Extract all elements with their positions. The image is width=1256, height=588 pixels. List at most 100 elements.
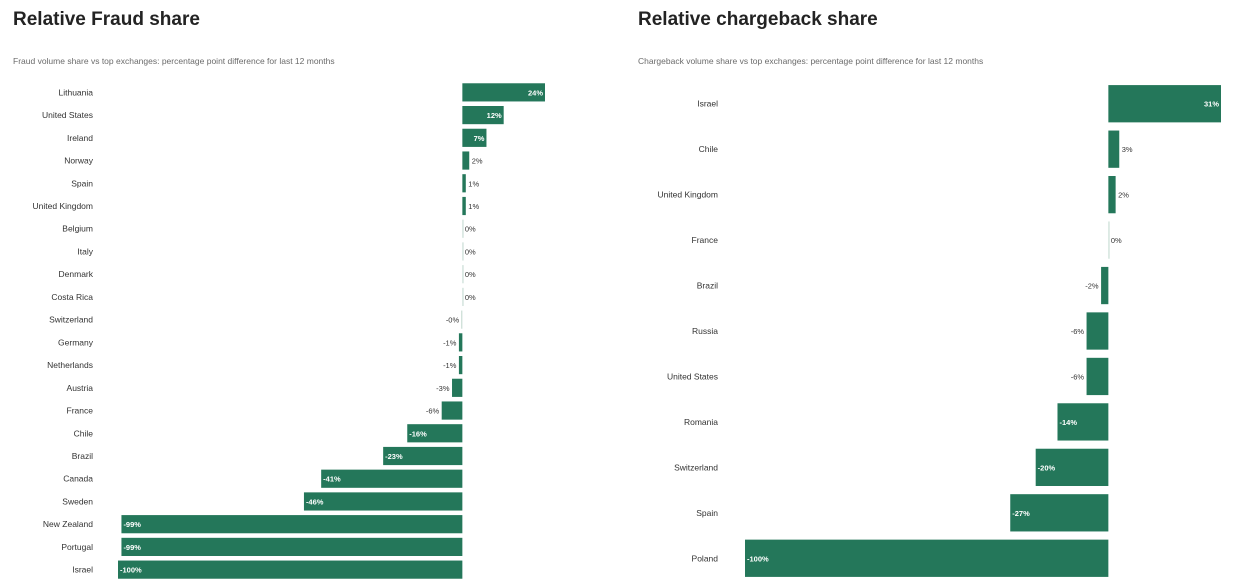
fraud-bar-11 xyxy=(458,333,463,352)
fraud-bar-10 xyxy=(461,310,463,329)
fraud-value-label-2: 7% xyxy=(474,134,485,143)
fraud-category-label-10: Switzerland xyxy=(49,315,93,325)
chargeback-category-label-8: Switzerland xyxy=(674,462,718,472)
fraud-category-label-21: Israel xyxy=(72,565,93,575)
fraud-category-label-13: Austria xyxy=(67,383,94,393)
fraud-category-label-4: Spain xyxy=(71,178,93,188)
fraud-category-label-18: Sweden xyxy=(62,496,93,506)
chargeback-chart-panel: Relative chargeback share Chargeback vol… xyxy=(625,0,1256,588)
fraud-value-label-4: 1% xyxy=(468,179,479,188)
chargeback-category-label-6: United States xyxy=(667,371,718,381)
fraud-bar-7 xyxy=(462,242,464,261)
fraud-chart-panel: Relative Fraud share Fraud volume share … xyxy=(0,0,620,588)
fraud-value-label-8: 0% xyxy=(465,270,476,279)
fraud-chart-title: Relative Fraud share xyxy=(13,9,200,30)
chargeback-category-label-4: Brazil xyxy=(697,281,718,291)
fraud-category-label-3: Norway xyxy=(64,156,94,166)
fraud-category-label-11: Germany xyxy=(58,337,94,347)
fraud-value-label-21: -100% xyxy=(120,566,142,575)
chargeback-category-label-10: Poland xyxy=(692,553,719,563)
chargeback-bar-9 xyxy=(1010,494,1109,532)
fraud-bar-6 xyxy=(462,219,464,238)
chargeback-value-label-4: -2% xyxy=(1085,282,1099,291)
fraud-bar-1 xyxy=(462,106,504,125)
chargeback-category-label-9: Spain xyxy=(696,508,718,518)
fraud-bar-16 xyxy=(383,446,463,466)
fraud-bar-0 xyxy=(462,83,545,102)
fraud-category-label-2: Ireland xyxy=(67,133,93,143)
fraud-bar-20 xyxy=(121,537,463,556)
fraud-value-label-15: -16% xyxy=(409,429,427,438)
fraud-category-label-15: Chile xyxy=(74,428,94,438)
fraud-value-label-12: -1% xyxy=(443,361,457,370)
chargeback-category-label-1: Chile xyxy=(699,144,719,154)
chargeback-value-label-0: 31% xyxy=(1204,100,1219,109)
fraud-value-label-14: -6% xyxy=(426,407,440,416)
fraud-bar-8 xyxy=(462,265,464,284)
chargeback-bar-6 xyxy=(1086,357,1109,396)
fraud-category-label-17: Canada xyxy=(63,474,93,484)
fraud-bar-5 xyxy=(462,196,466,216)
fraud-category-label-8: Denmark xyxy=(59,269,94,279)
fraud-category-label-0: Lithuania xyxy=(58,87,93,97)
chargeback-bar-1 xyxy=(1108,130,1120,168)
fraud-chart-subtitle: Fraud volume share vs top exchanges: per… xyxy=(13,56,335,66)
fraud-category-label-5: United Kingdom xyxy=(33,201,93,211)
chargeback-bar-3 xyxy=(1108,221,1110,259)
fraud-bar-2 xyxy=(462,128,487,147)
fraud-value-label-19: -99% xyxy=(123,520,141,529)
fraud-bar-4 xyxy=(462,174,466,193)
fraud-category-label-16: Brazil xyxy=(72,451,93,461)
chargeback-value-label-1: 3% xyxy=(1122,145,1133,154)
fraud-value-label-5: 1% xyxy=(468,202,479,211)
fraud-bar-12 xyxy=(458,356,463,375)
fraud-bar-14 xyxy=(441,401,463,420)
chargeback-value-label-10: -100% xyxy=(747,554,769,563)
chargeback-chart-subtitle: Chargeback volume share vs top exchanges… xyxy=(638,56,984,66)
chargeback-value-label-6: -6% xyxy=(1071,372,1085,381)
fraud-category-label-6: Belgium xyxy=(62,224,93,234)
fraud-category-label-12: Netherlands xyxy=(47,360,93,370)
fraud-value-label-10: -0% xyxy=(446,316,460,325)
chargeback-bar-5 xyxy=(1086,312,1109,350)
fraud-bar-17 xyxy=(321,469,463,488)
fraud-category-label-1: United States xyxy=(42,110,93,120)
fraud-value-label-3: 2% xyxy=(472,157,483,166)
fraud-value-label-6: 0% xyxy=(465,225,476,234)
chargeback-bar-2 xyxy=(1108,176,1116,214)
fraud-value-label-9: 0% xyxy=(465,293,476,302)
chargeback-value-label-2: 2% xyxy=(1118,191,1129,200)
fraud-category-label-7: Italy xyxy=(77,246,93,256)
chargeback-category-label-2: United Kingdom xyxy=(658,190,718,200)
fraud-bar-3 xyxy=(462,151,470,170)
fraud-bar-13 xyxy=(452,378,463,397)
fraud-value-label-17: -41% xyxy=(323,475,341,484)
chargeback-bar-0 xyxy=(1108,85,1221,123)
chargeback-category-label-3: France xyxy=(692,235,719,245)
chargeback-category-label-0: Israel xyxy=(697,99,718,109)
fraud-value-label-1: 12% xyxy=(487,111,502,120)
chargeback-category-label-5: Russia xyxy=(692,326,718,336)
fraud-bar-18 xyxy=(303,492,463,511)
chargeback-bar-chart: Israel 31% Chile 3% United Kingdom 2% France 0%… xyxy=(658,85,1221,577)
fraud-value-label-7: 0% xyxy=(465,247,476,256)
fraud-category-label-20: Portugal xyxy=(61,542,93,552)
fraud-category-label-14: France xyxy=(67,406,94,416)
fraud-value-label-20: -99% xyxy=(123,543,141,552)
fraud-bar-chart: Lithuania 24% United States 12% Ireland 7% Nor… xyxy=(33,83,545,579)
fraud-value-label-11: -1% xyxy=(443,338,457,347)
fraud-bar-9 xyxy=(462,287,464,306)
fraud-bar-21 xyxy=(118,560,463,579)
fraud-bar-15 xyxy=(407,424,463,443)
chargeback-value-label-5: -6% xyxy=(1071,327,1085,336)
chargeback-bar-8 xyxy=(1035,448,1109,486)
fraud-value-label-18: -46% xyxy=(306,497,324,506)
fraud-bar-19 xyxy=(121,515,463,534)
chargeback-value-label-7: -14% xyxy=(1059,418,1077,427)
chargeback-value-label-8: -20% xyxy=(1038,463,1056,472)
fraud-category-label-19: New Zealand xyxy=(43,519,93,529)
chargeback-bar-4 xyxy=(1101,266,1109,305)
chargeback-bar-10 xyxy=(745,539,1109,577)
chargeback-bar-7 xyxy=(1057,403,1109,441)
chargeback-chart-title: Relative chargeback share xyxy=(638,9,878,30)
